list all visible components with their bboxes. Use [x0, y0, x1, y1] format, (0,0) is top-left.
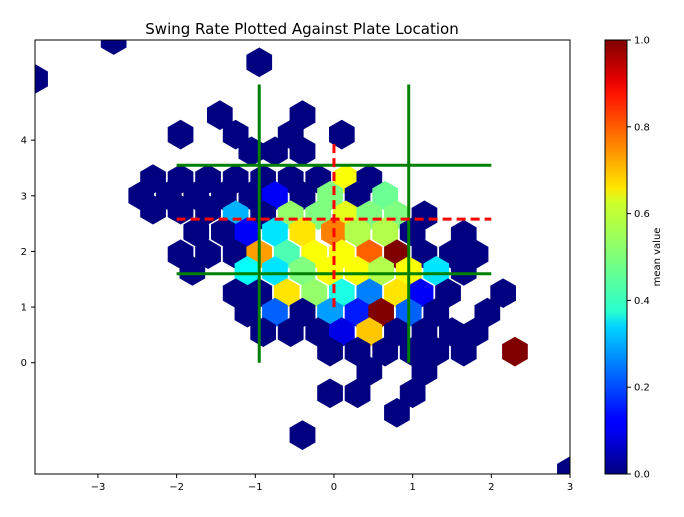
colorbar-tick-label: 0.0: [634, 470, 650, 481]
y-tick-label: 1: [21, 303, 27, 314]
x-tick-label: 2: [488, 482, 494, 493]
reference-lines: [176, 84, 492, 363]
hex-bin: [179, 256, 206, 286]
hex-bin: [246, 47, 273, 78]
hex-bin: [305, 200, 332, 231]
hex-bin: [317, 378, 343, 409]
hex-bin: [450, 336, 477, 367]
colorbar-ticks: 0.0 0.2 0.4 0.6 0.8 1.0: [627, 36, 650, 481]
x-tick-label: 3: [567, 482, 573, 493]
hex-bin: [100, 40, 127, 55]
axes: −3 −2 −1 0 1 2 3 0 1 2 3 4: [21, 136, 574, 493]
hex-bin: [490, 278, 517, 309]
x-tick-label: 1: [409, 482, 415, 493]
plot-frame: [34, 39, 571, 475]
colorbar-tick-label: 0.4: [634, 296, 650, 307]
hex-bin: [195, 239, 221, 270]
colorbar-tick-label: 0.8: [634, 122, 650, 133]
colorbar-tick-label: 0.2: [634, 383, 650, 394]
hex-bin: [450, 256, 477, 286]
y-tick-label: 3: [21, 191, 27, 202]
x-tick-label: −2: [169, 482, 184, 493]
hex-bin: [384, 397, 410, 428]
colorbar-tick-label: 1.0: [634, 36, 650, 47]
hex-bin: [502, 336, 528, 367]
y-tick-label: 4: [21, 136, 27, 147]
hex-bin: [167, 119, 194, 150]
y-tick-label: 0: [21, 358, 27, 369]
hex-bin: [250, 317, 277, 347]
hex-bin: [140, 194, 166, 225]
hex-bin: [344, 378, 371, 409]
hex-bin: [277, 317, 304, 347]
x-tick-label: −1: [248, 482, 263, 493]
hex-bin: [317, 336, 343, 367]
hex-bin: [289, 420, 316, 450]
hex-bin: [207, 100, 233, 130]
hex-bin: [557, 456, 570, 474]
hexbin-layer: [35, 40, 570, 474]
hex-bin: [372, 336, 399, 367]
hex-bin: [35, 64, 48, 94]
hex-bin: [222, 119, 249, 150]
hex-bin: [167, 194, 194, 225]
colorbar-label: mean value: [652, 228, 663, 287]
hex-bin: [328, 119, 355, 150]
hex-bin: [399, 378, 426, 409]
x-tick-label: 0: [331, 482, 337, 493]
colorbar: [604, 39, 628, 475]
y-tick-label: 2: [21, 247, 27, 258]
chart-title: Swing Rate Plotted Against Plate Locatio…: [145, 20, 458, 38]
x-tick-label: −3: [91, 482, 106, 493]
colorbar-tick-label: 0.6: [634, 209, 650, 220]
